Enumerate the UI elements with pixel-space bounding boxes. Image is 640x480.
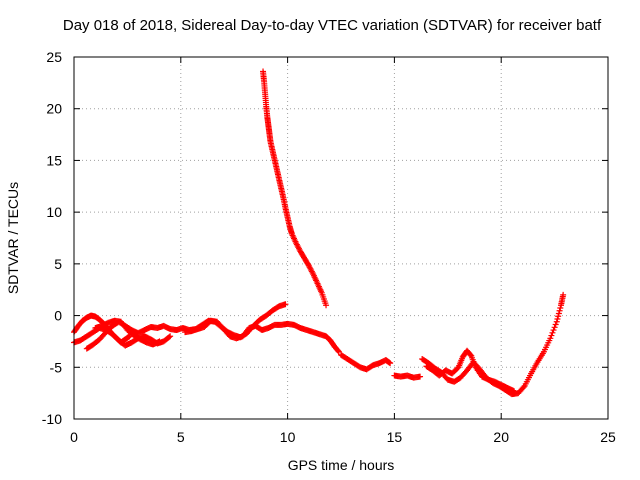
data-point [551,324,558,331]
x-tick-label: 20 [493,429,509,445]
data-point [166,334,173,341]
y-tick-label: 5 [54,256,62,272]
x-axis-label: GPS time / hours [288,457,395,473]
series-arc-6 [260,68,330,309]
series-arc-10 [423,347,518,395]
data-point [548,332,555,339]
x-tick-label: 0 [70,429,78,445]
data-point [417,373,424,380]
y-axis-label: SDTVAR / TECUs [5,182,21,294]
data-point [167,333,174,340]
data-point [555,313,562,320]
data-point [335,347,342,354]
y-tick-label: -10 [42,411,62,427]
x-tick-label: 5 [177,429,185,445]
grid [74,57,608,419]
data-point [557,304,564,311]
data-point [554,316,561,323]
data-point [323,302,330,309]
axis-ticks: 0 5 10 15 20 25 -10 -5 0 5 10 15 20 25 [42,49,616,445]
data-point [553,318,560,325]
y-tick-label: 15 [46,152,62,168]
y-tick-label: 25 [46,49,62,65]
series-arc-4 [92,317,163,348]
data-point [511,388,518,395]
data-point [552,321,559,328]
data-point [387,360,394,367]
plot-frame [73,56,609,420]
data-point [520,384,527,391]
data-marks [71,68,567,398]
y-tick-label: 10 [46,204,62,220]
series-arc-7 [338,351,394,373]
data-point [560,291,567,298]
data-point [335,348,342,355]
data-point [282,301,289,308]
x-tick-label: 15 [387,429,403,445]
data-point [556,307,563,314]
series-arc-5 [182,317,342,355]
series-arc-8 [391,372,424,381]
chart-title: Day 018 of 2018, Sidereal Day-to-day VTE… [63,17,602,34]
data-point [156,338,163,345]
y-tick-label: 0 [54,308,62,324]
data-point [550,327,557,334]
y-tick-label: 20 [46,101,62,117]
x-tick-label: 10 [280,429,296,445]
data-point [555,310,562,317]
data-point [549,329,556,336]
y-tick-label: -5 [50,359,63,375]
data-point [547,335,554,342]
x-tick-label: 25 [600,429,616,445]
